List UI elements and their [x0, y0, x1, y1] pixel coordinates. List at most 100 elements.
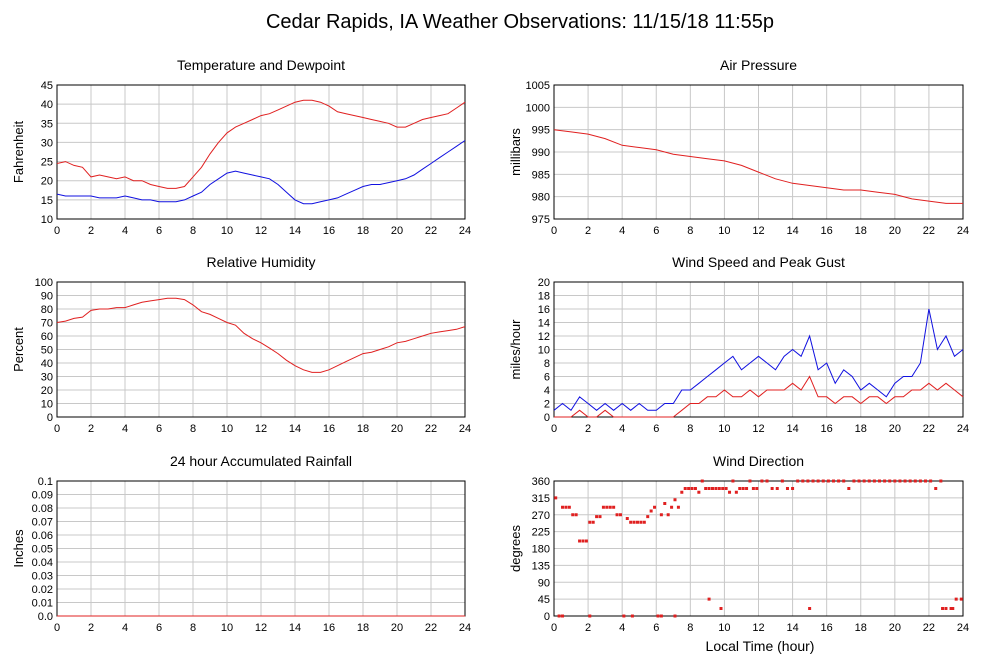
- y-tick-label: 985: [532, 169, 550, 181]
- x-tick-label: 8: [687, 423, 693, 435]
- x-tick-label: 6: [653, 423, 659, 435]
- plot-frame: [56, 281, 466, 418]
- data-point: [785, 487, 789, 490]
- data-point: [862, 479, 866, 483]
- x-tick-label: 20: [889, 622, 901, 634]
- x-tick-label: 4: [619, 423, 625, 435]
- x-tick-label: 14: [289, 622, 301, 634]
- x-tick-label: 14: [786, 622, 798, 634]
- x-tick-label: 10: [718, 423, 730, 435]
- x-tick-label: 18: [357, 423, 369, 435]
- data-point: [564, 505, 568, 509]
- x-tick-label: 18: [855, 225, 867, 237]
- data-point: [731, 479, 735, 483]
- x-tick-label: 0: [54, 622, 60, 634]
- data-point: [941, 607, 945, 610]
- y-tick-label: 0.0: [38, 611, 53, 623]
- data-point: [801, 479, 805, 483]
- data-point: [630, 614, 634, 618]
- data-point: [748, 479, 752, 483]
- data-point: [924, 479, 928, 483]
- data-point: [707, 487, 711, 490]
- data-point: [877, 479, 881, 483]
- chart-title: Temperature and Dewpoint: [177, 57, 345, 73]
- data-point: [898, 479, 902, 483]
- data-point: [632, 520, 636, 524]
- x-tick-label: 4: [122, 423, 128, 435]
- data-point: [710, 487, 714, 490]
- data-point: [934, 487, 938, 490]
- x-tick-label: 6: [156, 423, 162, 435]
- y-tick-label: 14: [538, 318, 550, 330]
- x-tick-label: 10: [718, 225, 730, 237]
- data-point: [867, 479, 871, 483]
- x-tick-label: 22: [425, 423, 437, 435]
- x-tick-label: 4: [619, 225, 625, 237]
- data-point: [908, 479, 912, 483]
- x-tick-label: 12: [752, 423, 764, 435]
- x-tick-label: 6: [156, 622, 162, 634]
- y-tick-label: 2: [544, 399, 550, 411]
- y-tick-label: 4: [544, 385, 550, 397]
- data-point: [605, 505, 609, 509]
- data-point: [646, 515, 650, 519]
- data-point: [601, 505, 605, 509]
- x-tick-label: 10: [221, 423, 233, 435]
- x-tick-label: 2: [585, 225, 591, 237]
- y-tick-label: 180: [532, 544, 550, 556]
- x-tick-label: 8: [687, 622, 693, 634]
- x-tick-label: 12: [752, 622, 764, 634]
- y-tick-label: 0.03: [32, 571, 53, 583]
- data-point: [954, 597, 958, 601]
- x-tick-label: 6: [156, 225, 162, 237]
- data-point: [557, 614, 561, 618]
- y-tick-label: 225: [532, 527, 550, 539]
- x-tick-label: 2: [585, 622, 591, 634]
- x-tick-label: 18: [855, 423, 867, 435]
- x-tick-label: 20: [391, 423, 403, 435]
- y-tick-label: 30: [41, 372, 53, 384]
- x-tick-label: 14: [786, 423, 798, 435]
- data-point: [760, 479, 764, 483]
- data-point: [615, 513, 619, 517]
- data-point: [670, 505, 674, 509]
- y-tick-label: 0.05: [32, 544, 53, 556]
- x-tick-label: 2: [88, 622, 94, 634]
- data-point: [578, 539, 582, 543]
- data-point: [842, 479, 846, 483]
- data-point: [929, 479, 933, 483]
- x-tick-label: 24: [459, 225, 471, 237]
- data-point: [728, 490, 732, 494]
- data-point: [666, 513, 670, 517]
- x-tick-label: 16: [323, 423, 335, 435]
- x-tick-label: 20: [889, 225, 901, 237]
- y-tick-label: 25: [41, 157, 53, 169]
- y-tick-label: 10: [41, 214, 53, 226]
- y-tick-label: 270: [532, 510, 550, 522]
- y-tick-label: 360: [532, 476, 550, 488]
- data-point: [808, 607, 812, 610]
- x-tick-label: 22: [425, 225, 437, 237]
- data-point: [826, 479, 830, 483]
- x-tick-label: 24: [957, 423, 969, 435]
- x-tick-label: 0: [551, 622, 557, 634]
- x-tick-label: 0: [551, 423, 557, 435]
- x-tick-label: 12: [752, 225, 764, 237]
- x-tick-label: 16: [821, 225, 833, 237]
- x-tick-label: 24: [957, 225, 969, 237]
- data-point: [765, 479, 769, 483]
- data-point: [714, 487, 718, 490]
- data-point: [659, 513, 663, 517]
- series-line: [56, 297, 466, 373]
- data-point: [745, 487, 749, 490]
- x-tick-label: 8: [190, 225, 196, 237]
- y-tick-label: 990: [532, 147, 550, 159]
- data-point: [659, 614, 663, 618]
- x-tick-label: 0: [551, 225, 557, 237]
- data-point: [918, 479, 922, 483]
